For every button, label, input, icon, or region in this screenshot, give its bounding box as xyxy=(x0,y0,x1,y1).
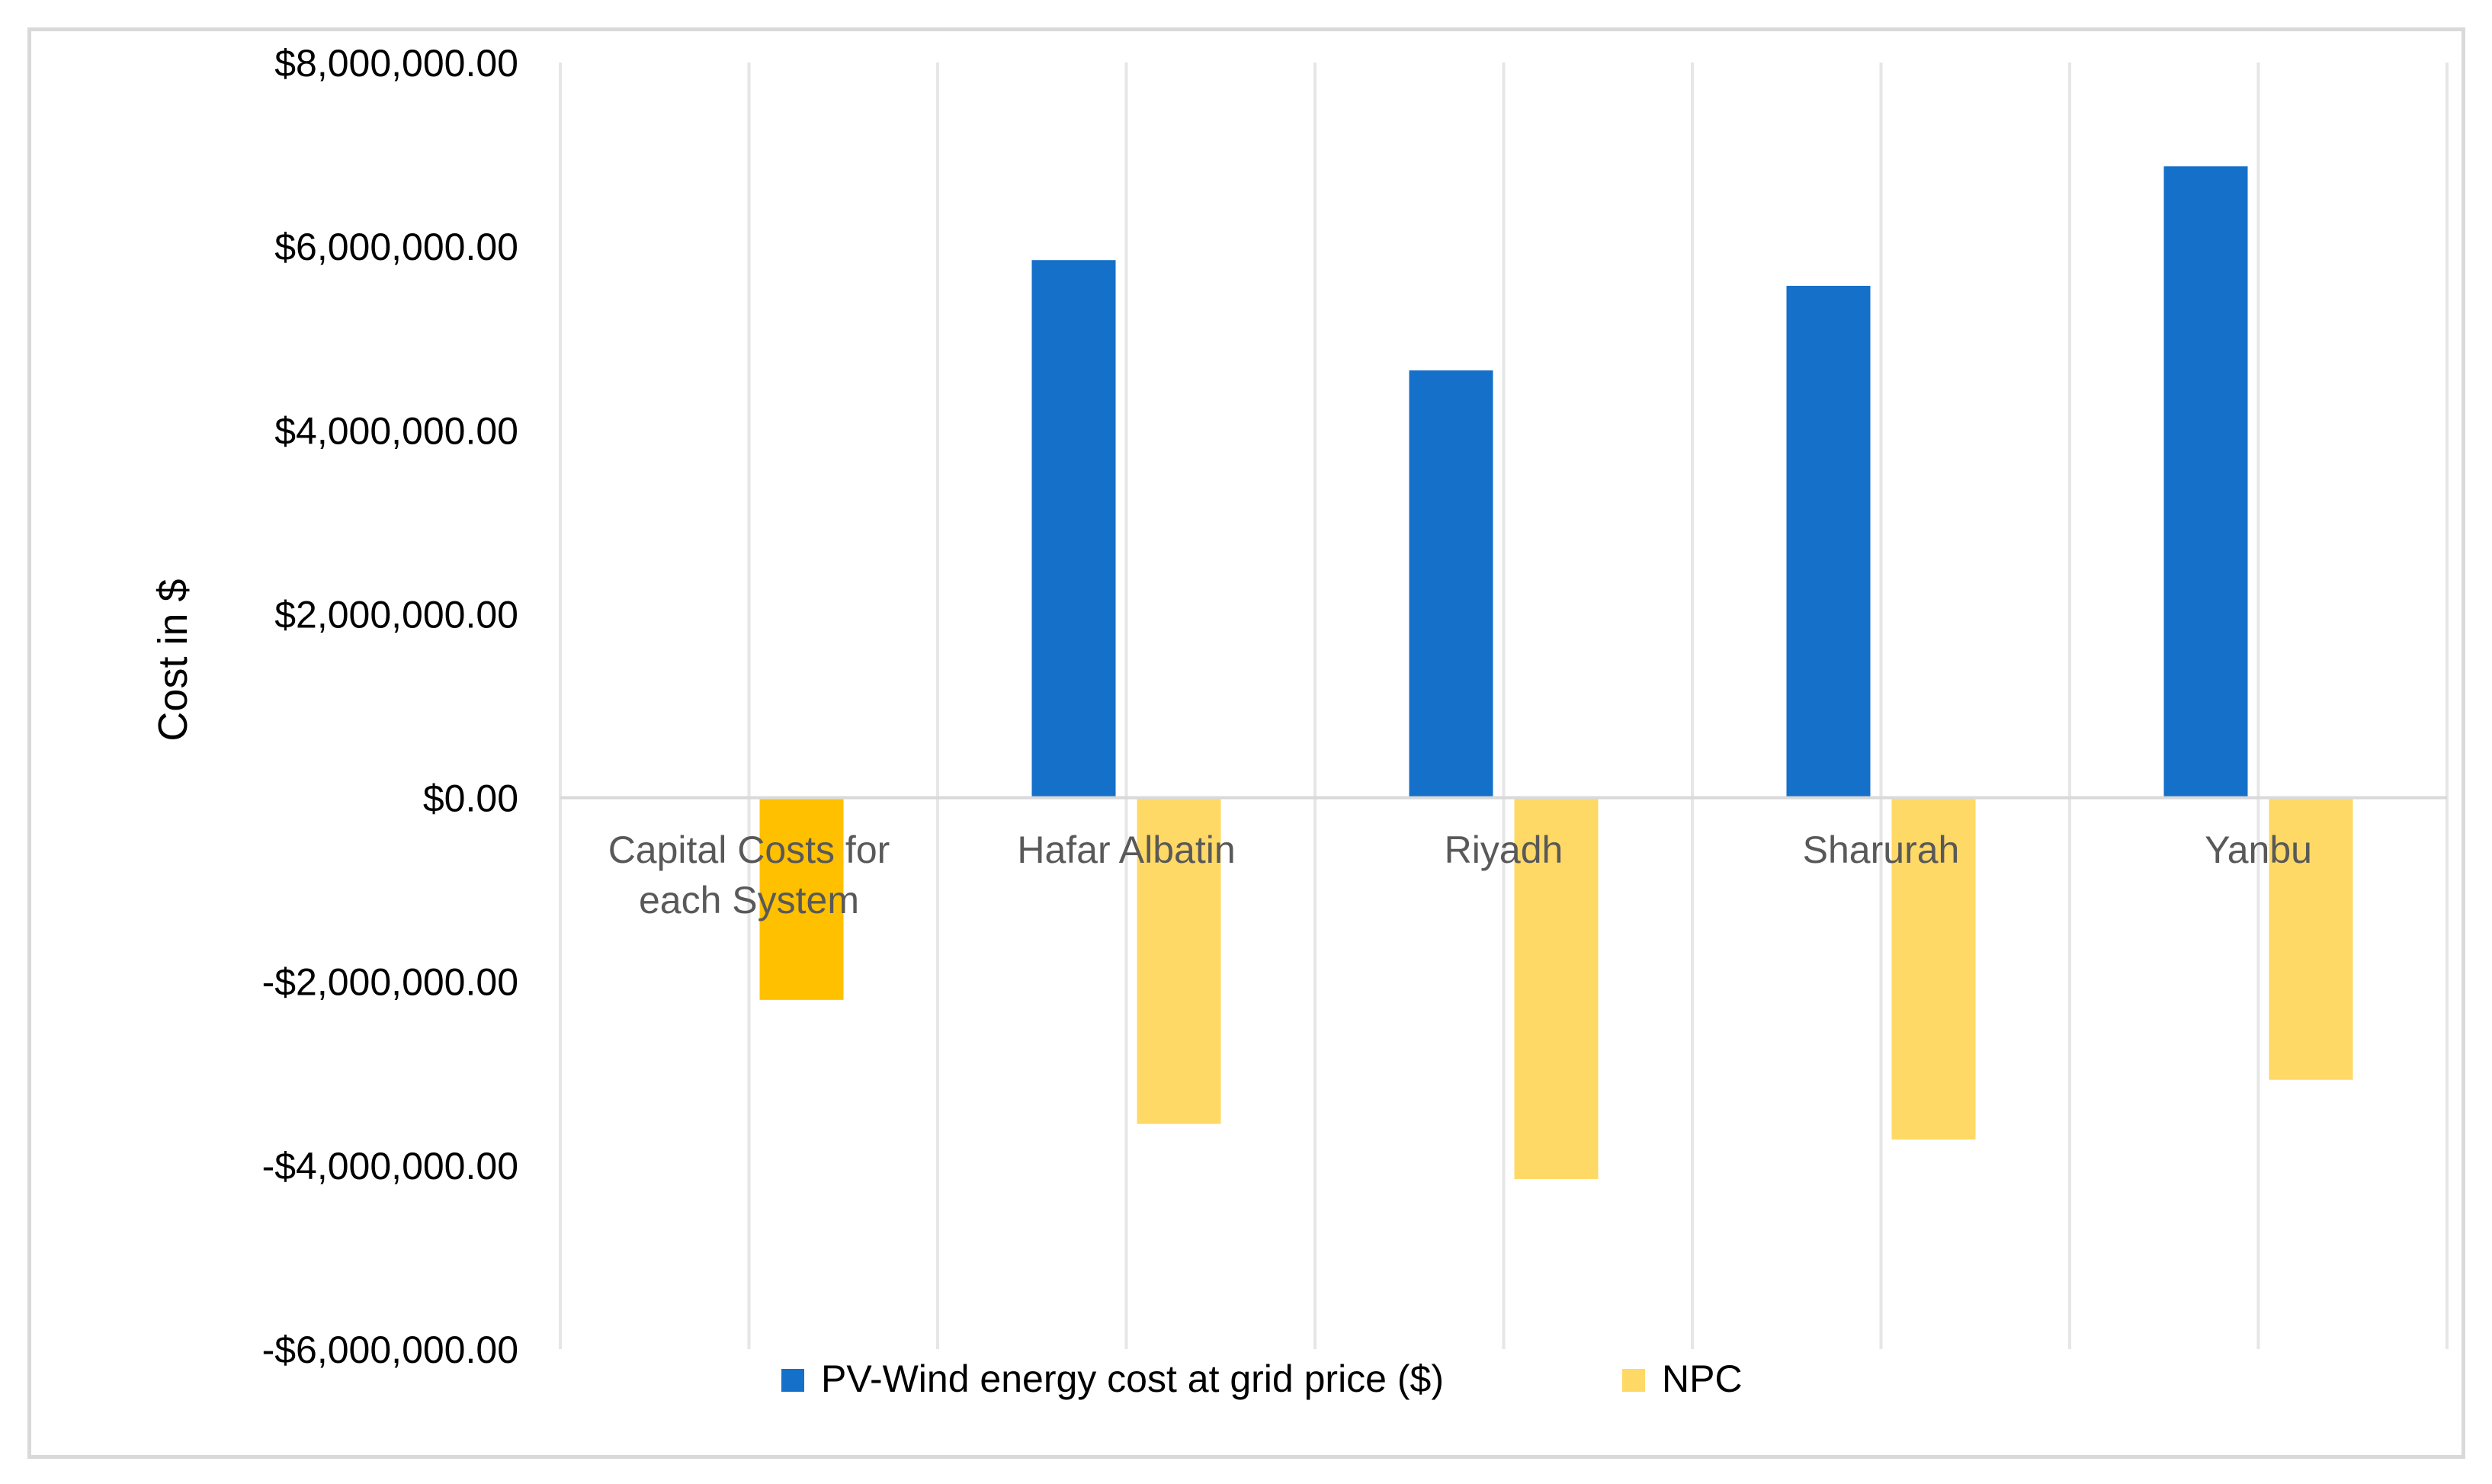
category-label: Yanbu xyxy=(2205,829,2312,871)
y-tick-label: $6,000,000.00 xyxy=(274,226,518,268)
legend-swatch-npc xyxy=(1622,1369,1645,1392)
bar-npc-3 xyxy=(1891,797,1976,1140)
category-label: Sharurah xyxy=(1803,829,1960,871)
y-tick-label: -$6,000,000.00 xyxy=(262,1329,518,1371)
legend-label-pv-wind: PV-Wind energy cost at grid price ($) xyxy=(821,1357,1444,1400)
chart-frame xyxy=(27,27,2465,1459)
y-tick-label: $2,000,000.00 xyxy=(274,593,518,636)
bar-pv-wind-2 xyxy=(1409,370,1493,798)
category-label: Capital Costs for xyxy=(608,829,890,871)
y-axis-label: Cost in $ xyxy=(150,579,196,741)
y-tick-label: $8,000,000.00 xyxy=(274,42,518,85)
bar-npc-2 xyxy=(1514,797,1599,1179)
bar-npc-4 xyxy=(2269,797,2353,1080)
category-label: each System xyxy=(639,879,859,921)
y-tick-label: -$2,000,000.00 xyxy=(262,961,518,1004)
bar-pv-wind-4 xyxy=(2163,166,2248,798)
bar-npc-1 xyxy=(1137,797,1221,1124)
category-label: Riyadh xyxy=(1445,829,1564,871)
y-tick-label: $4,000,000.00 xyxy=(274,409,518,452)
bar-npc-0 xyxy=(759,797,844,1000)
y-tick-label: $0.00 xyxy=(423,777,518,820)
legend-swatch-pv-wind xyxy=(781,1369,804,1392)
bar-pv-wind-1 xyxy=(1031,260,1116,798)
category-label: Hafar Albatin xyxy=(1017,829,1235,871)
bar-pv-wind-3 xyxy=(1786,285,1871,798)
y-tick-label: -$4,000,000.00 xyxy=(262,1145,518,1188)
legend-label-npc: NPC xyxy=(1662,1357,1743,1400)
